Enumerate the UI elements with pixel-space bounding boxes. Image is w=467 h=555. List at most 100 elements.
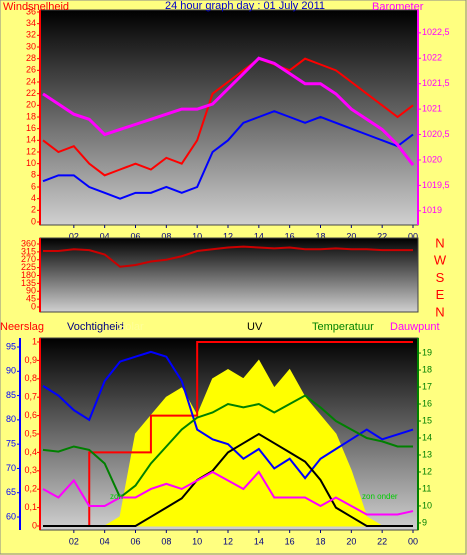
plot-area — [39, 237, 419, 313]
x-tick-label: 22 — [377, 231, 387, 241]
line — [42, 350, 414, 480]
y-tick-label: 16 — [26, 123, 36, 133]
y-tick-label: 0,5 — [24, 428, 37, 438]
series-label: Neerslag — [0, 321, 44, 333]
y-tick-label: 6 — [31, 181, 36, 191]
y-tick-label: 1022,5 — [422, 27, 450, 37]
y-tick-label: 13 — [422, 449, 432, 459]
y-tick-label: 24 — [26, 76, 36, 86]
x-tick-label: 20 — [346, 536, 356, 546]
x-tick-label: 06 — [130, 536, 140, 546]
y-tick-label: 1021 — [422, 103, 442, 113]
y-tick-label: 1019,5 — [422, 180, 450, 190]
y-tick-label: 0 — [31, 301, 36, 311]
x-tick-label: 06 — [130, 231, 140, 241]
y-tick-label: 0,4 — [24, 447, 37, 457]
y-tick-label: 26 — [26, 65, 36, 75]
y-tick-label: 16 — [422, 398, 432, 408]
y-axis-label: Windsnelheid — [3, 1, 69, 13]
y-tick-label: 17 — [422, 381, 432, 391]
y-tick-label: 34 — [26, 18, 36, 28]
y-tick-label: 15 — [422, 415, 432, 425]
x-tick-label: 10 — [192, 231, 202, 241]
y-tick-label: 315 — [21, 246, 36, 256]
y-tick-label: 0,6 — [24, 410, 37, 420]
line — [42, 110, 414, 200]
y-tick-label: 4 — [31, 193, 36, 203]
direction-label: N — [435, 304, 444, 319]
y-tick-label: 1020 — [422, 154, 442, 164]
x-tick-label: 08 — [161, 231, 171, 241]
x-tick-label: 14 — [254, 231, 264, 241]
series-label: Dauwpunt — [390, 321, 440, 333]
y-tick-label: 45 — [26, 294, 36, 304]
series-label: Vochtigheid — [67, 321, 124, 333]
y-tick-label: 9 — [422, 517, 427, 527]
y-tick-label: 95 — [6, 341, 16, 351]
x-tick-label: 16 — [285, 231, 295, 241]
line — [42, 394, 413, 500]
y-tick-label: 30 — [26, 41, 36, 51]
x-tick-label: 10 — [192, 536, 202, 546]
y-tick-label: 180 — [21, 270, 36, 280]
y-tick-label: 0,2 — [24, 484, 37, 494]
plot-area — [39, 9, 419, 226]
y-tick-label: 65 — [6, 487, 16, 497]
y-tick-label: 32 — [26, 30, 36, 40]
x-tick-label: 18 — [315, 231, 325, 241]
y-tick-label: 0,7 — [24, 392, 37, 402]
y-tick-label: 0 — [31, 216, 36, 226]
x-tick-label: 12 — [223, 536, 233, 546]
y-tick-label: 135 — [21, 278, 36, 288]
x-tick-label: 00 — [408, 536, 418, 546]
y-tick-label: 20 — [26, 100, 36, 110]
y-tick-label: 270 — [21, 254, 36, 264]
y-tick-label: 14 — [422, 432, 432, 442]
y-tick-label: 1022 — [422, 53, 442, 63]
x-tick-label: 16 — [285, 536, 295, 546]
line — [43, 341, 413, 527]
x-tick-label: 08 — [161, 536, 171, 546]
chart-title: 24 hour graph day : 01 July 2011 — [165, 0, 325, 12]
y-tick-label: 19 — [422, 347, 432, 357]
x-tick-label: 04 — [100, 231, 110, 241]
x-tick-label: 04 — [100, 536, 110, 546]
line — [42, 57, 414, 177]
y2-axis-label: Barometer — [372, 1, 424, 13]
annotation: zon onder — [362, 492, 398, 501]
y-tick-label: 80 — [6, 414, 16, 424]
y-tick-label: 22 — [26, 88, 36, 98]
y-tick-label: 12 — [26, 146, 36, 156]
x-tick-label: 20 — [346, 231, 356, 241]
x-tick-label: 02 — [69, 231, 79, 241]
y-tick-label: 1019 — [422, 205, 442, 215]
y-tick-label: 0,9 — [24, 355, 37, 365]
y-tick-label: 11 — [422, 483, 431, 493]
y-tick-label: 14 — [26, 135, 36, 145]
y-tick-label: 12 — [422, 466, 432, 476]
x-tick-label: 14 — [254, 536, 264, 546]
series-label: Solar — [118, 321, 144, 333]
annotation: zon — [110, 492, 123, 501]
y-tick-label: 70 — [6, 463, 16, 473]
x-tick-label: 22 — [377, 536, 387, 546]
line — [43, 432, 413, 527]
y-tick-label: 8 — [31, 170, 36, 180]
y-tick-label: 1020,5 — [422, 129, 450, 139]
x-tick-label: 18 — [315, 536, 325, 546]
y-tick-label: 0,1 — [24, 502, 37, 512]
direction-label: N — [435, 235, 444, 250]
y-tick-label: 1 — [32, 336, 37, 346]
direction-label: W — [434, 253, 447, 268]
series-label: Temperatuur — [312, 321, 374, 333]
series-label: UV — [247, 321, 263, 333]
y-tick-label: 75 — [6, 439, 16, 449]
x-tick-label: 02 — [69, 536, 79, 546]
y-tick-label: 85 — [6, 390, 16, 400]
y-tick-label: 0,8 — [24, 373, 37, 383]
line — [43, 245, 413, 268]
x-tick-label: 00 — [408, 231, 418, 241]
line — [42, 470, 414, 516]
